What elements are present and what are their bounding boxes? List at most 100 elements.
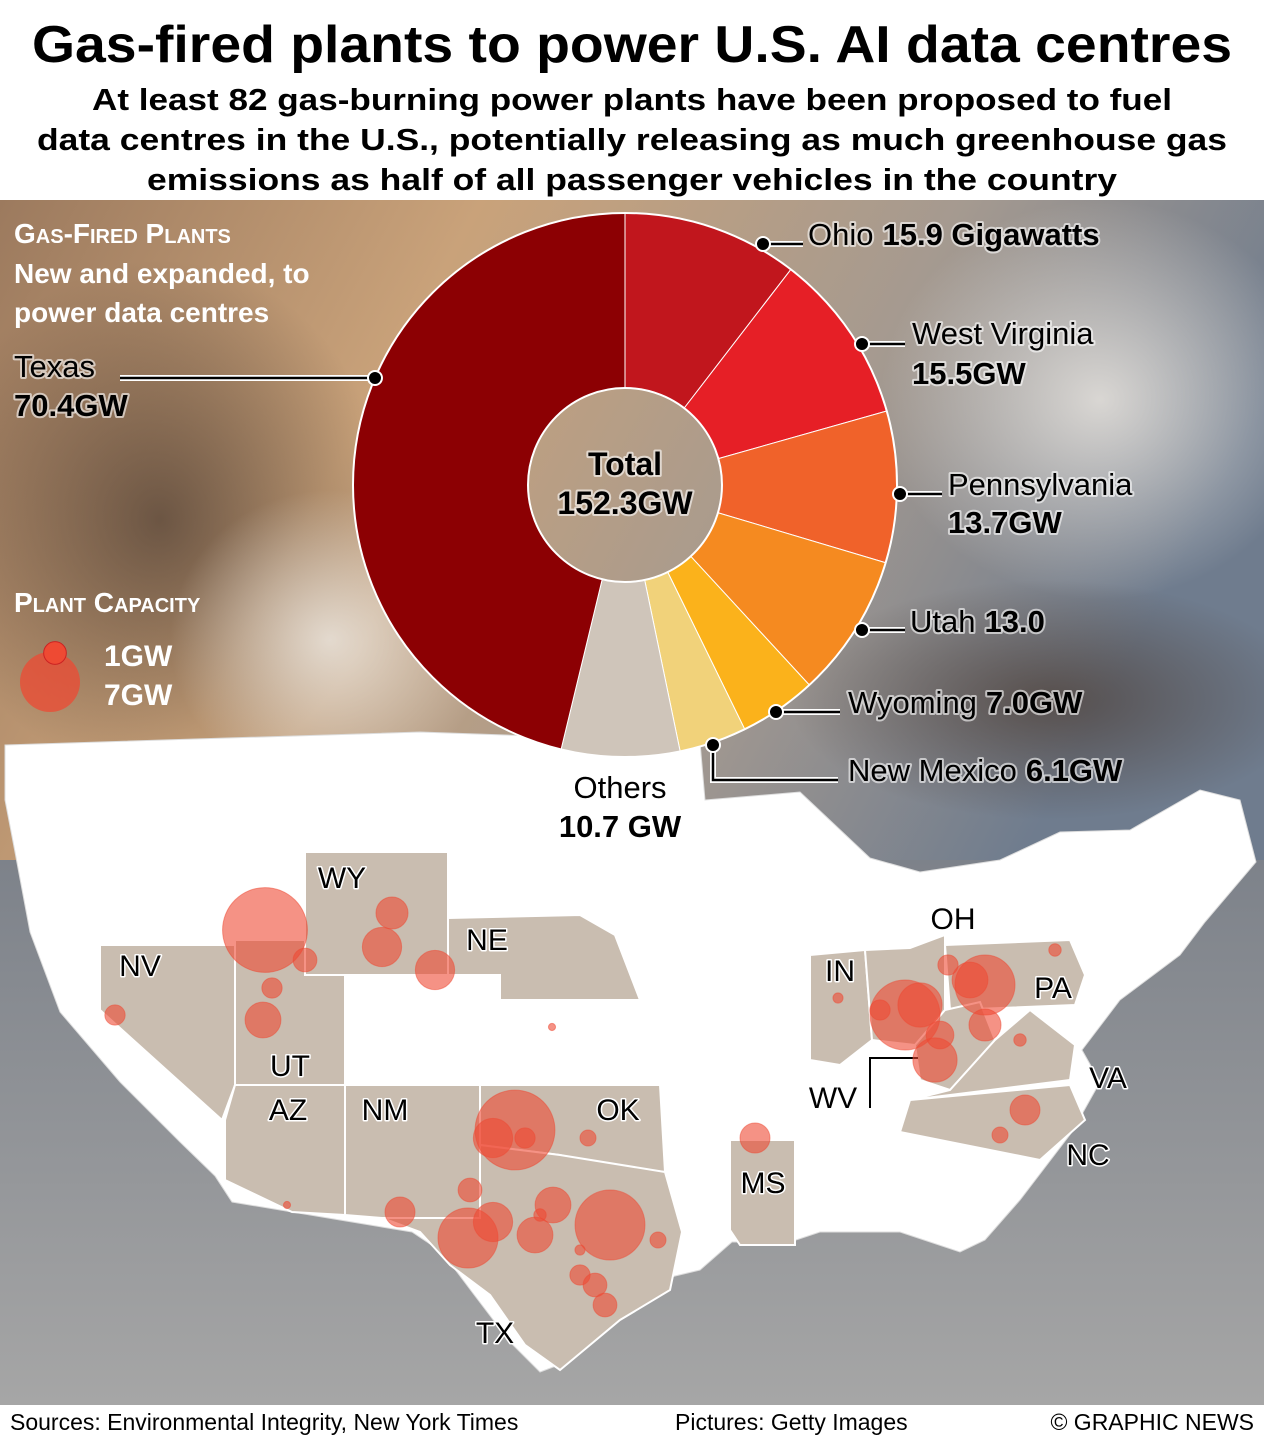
donut-label: New Mexico 6.1GW	[848, 753, 1123, 788]
leader-dot	[854, 622, 870, 638]
state-label: IN	[825, 955, 855, 988]
plant-bubble	[968, 1008, 1002, 1042]
credit: © GRAPHIC NEWS	[1050, 1409, 1254, 1435]
center-title: Total	[588, 446, 662, 482]
plant-bubble	[361, 926, 403, 968]
state-label: TX	[476, 1317, 514, 1350]
plant-bubble	[414, 949, 456, 991]
value-label: 70.4GW	[14, 388, 128, 423]
plant-bubble	[472, 1201, 514, 1243]
category-label: Pennsylvania	[948, 467, 1133, 502]
pictures-credit: Pictures: Getty Images	[675, 1409, 908, 1435]
state-label: UT	[270, 1050, 310, 1083]
category-label: Others	[573, 770, 666, 805]
category-label: Ohio	[808, 217, 873, 252]
legend-label: 1GW	[104, 640, 173, 673]
subtitle-line: data centres in the U.S., potentially re…	[37, 122, 1227, 157]
plant-bubble	[832, 992, 844, 1004]
legend-bubble	[43, 641, 67, 665]
plant-bubble	[1048, 943, 1062, 957]
plant-bubble	[547, 1022, 557, 1032]
state-label: NE	[466, 924, 508, 957]
donut-hole-ring	[527, 387, 723, 583]
wv-pointer	[869, 1057, 918, 1108]
panel-subtitle: power data centres	[14, 297, 269, 328]
state-label: OK	[596, 1094, 639, 1127]
plant-bubble	[244, 1001, 282, 1039]
legend-label: 7GW	[104, 679, 173, 712]
subtitle-line: emissions as half of all passenger vehic…	[147, 162, 1118, 197]
plant-bubble	[1013, 1033, 1027, 1047]
plant-bubble	[282, 1200, 292, 1210]
state	[809, 948, 874, 1067]
value-label: 13.7GW	[948, 505, 1062, 540]
state-label: NM	[362, 1094, 409, 1127]
category-label: Wyoming	[848, 685, 977, 720]
state-label: NV	[119, 950, 161, 983]
smoke	[790, 580, 1264, 820]
category-label: Utah	[910, 604, 975, 639]
plant-bubbles	[104, 887, 1062, 1318]
state-label: PA	[1034, 972, 1072, 1005]
plant-bubble	[649, 1231, 667, 1249]
plant-bubble	[579, 1129, 597, 1147]
plant-bubble	[104, 1004, 126, 1026]
leader-dot	[705, 737, 721, 753]
plant-bubble	[375, 896, 409, 930]
value-label: 15.5GW	[912, 356, 1026, 391]
center-total: 152.3GW	[557, 485, 693, 521]
donut-ring	[352, 212, 898, 758]
panel-subtitle: New and expanded, to	[14, 258, 310, 289]
plant-bubble	[514, 1127, 536, 1149]
state-label: VA	[1089, 1062, 1127, 1095]
sources: Sources: Environmental Integrity, New Yo…	[10, 1409, 518, 1435]
panel-title: Gas-Fired Plants	[14, 218, 231, 249]
plant-bubble	[261, 977, 283, 999]
plant-bubble	[739, 1122, 771, 1154]
title: Gas-fired plants to power U.S. AI data c…	[32, 16, 1232, 74]
header-background	[0, 0, 1264, 200]
legend-bubble	[20, 652, 80, 712]
value-label: 6.1GW	[1026, 753, 1123, 788]
leader-line	[711, 745, 838, 782]
leader-dot	[854, 336, 870, 352]
state-label: MS	[741, 1167, 786, 1200]
plant-bubble	[951, 961, 989, 999]
state	[99, 944, 236, 1122]
plant-bubble	[582, 1272, 608, 1298]
value-label: 10.7 GW	[559, 809, 682, 844]
state	[447, 913, 642, 1001]
donut-label: Ohio 15.9 Gigawatts	[808, 217, 1100, 252]
plant-bubble	[574, 1244, 586, 1256]
plant-bubble	[533, 1208, 547, 1222]
state-label: OH	[931, 903, 976, 936]
plant-bubble	[869, 999, 891, 1021]
value-label: 13.0	[984, 604, 1044, 639]
plant-bubble	[592, 1292, 618, 1318]
subtitle-line: At least 82 gas-burning power plants hav…	[92, 82, 1172, 117]
value-label: 15.9 Gigawatts	[882, 217, 1099, 252]
state-label: WY	[318, 862, 366, 895]
category-label: West Virginia	[912, 316, 1094, 351]
state-label: WV	[809, 1082, 857, 1115]
plant-bubble	[1009, 1094, 1041, 1126]
leader-dot	[892, 486, 908, 502]
plant-bubble	[574, 1189, 646, 1261]
plant-bubble	[222, 887, 308, 973]
plant-bubble	[937, 954, 959, 976]
legend-title: Plant Capacity	[14, 587, 201, 618]
plant-bubble	[457, 1177, 483, 1203]
state-label: NC	[1066, 1139, 1109, 1172]
plant-bubble	[991, 1126, 1009, 1144]
donut-label: Wyoming 7.0GW	[848, 685, 1083, 720]
category-label: New Mexico	[848, 753, 1017, 788]
state	[729, 1139, 796, 1246]
footer-background	[0, 1405, 1264, 1444]
plant-bubble	[384, 1196, 416, 1228]
leader-dot	[755, 236, 771, 252]
plant-bubble	[897, 982, 943, 1028]
smoke	[880, 200, 1264, 600]
plant-bubble	[292, 947, 318, 973]
category-label: Texas	[14, 349, 95, 384]
